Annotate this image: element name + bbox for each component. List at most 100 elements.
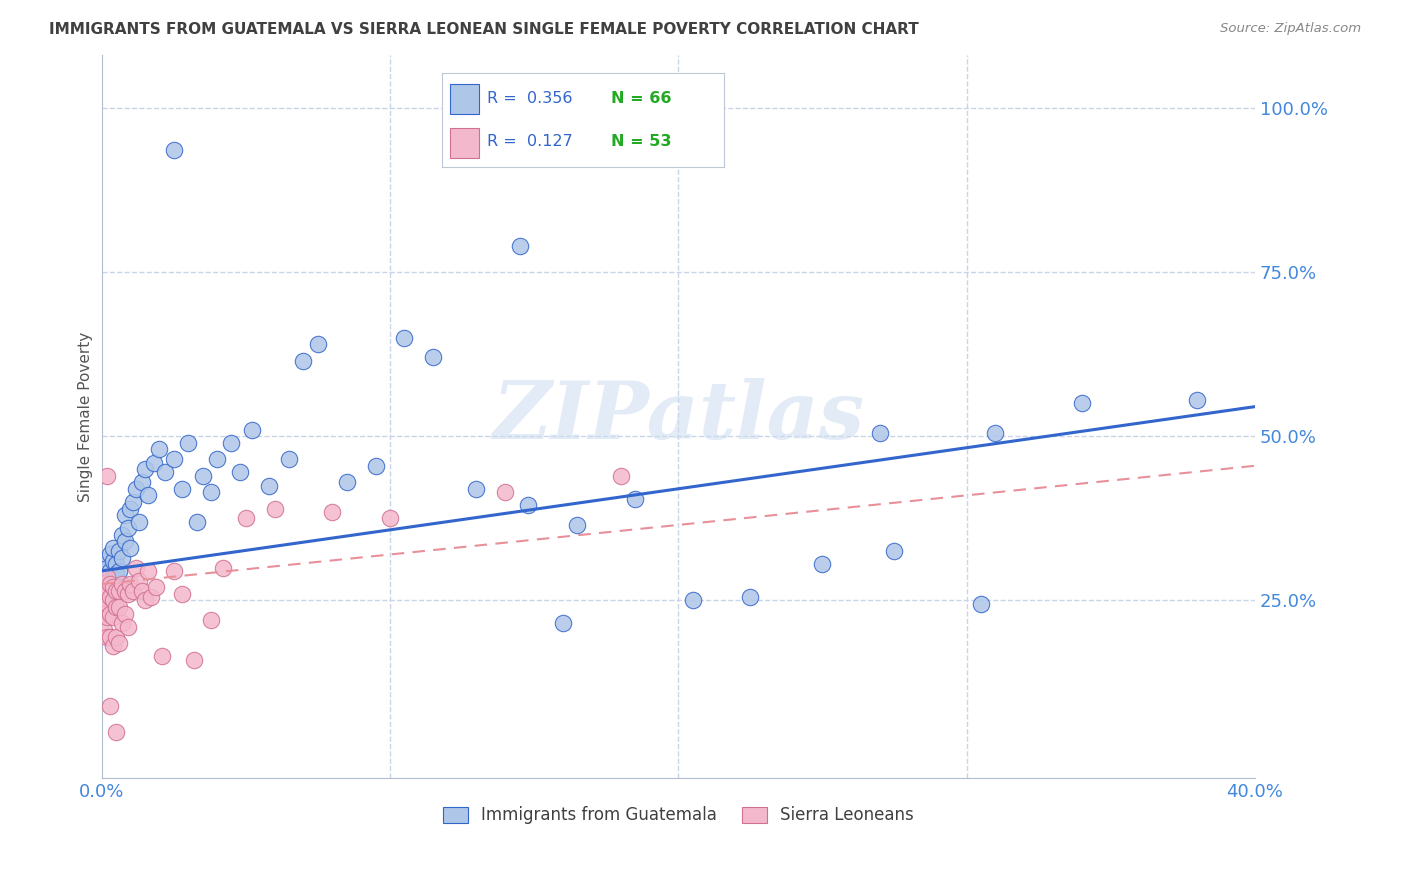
Point (131, 583, 153, 598)
Point (136, 564, 159, 578)
Point (111, 577, 134, 591)
Point (177, 435, 200, 450)
Point (98, 607, 121, 621)
Point (172, 482, 194, 496)
Point (98, 548, 121, 562)
Point (509, 238, 531, 252)
Point (105, 583, 128, 598)
Point (96, 570, 118, 584)
Point (105, 725, 128, 739)
Point (93, 591, 115, 605)
Point (96, 560, 118, 574)
Point (93, 607, 115, 621)
Point (205, 452, 228, 467)
Point (96, 610, 118, 624)
Point (98, 698, 121, 713)
Point (307, 337, 329, 351)
Point (120, 577, 142, 591)
Point (101, 610, 124, 624)
Legend: Immigrants from Guatemala, Sierra Leoneans: Immigrants from Guatemala, Sierra Leonea… (436, 799, 921, 831)
Point (101, 580, 124, 594)
Point (111, 528, 134, 542)
Point (869, 425, 891, 440)
Point (200, 613, 222, 627)
Point (128, 515, 150, 529)
Point (96, 583, 118, 598)
Point (148, 442, 170, 457)
Point (883, 544, 905, 558)
Point (240, 423, 263, 437)
Point (134, 462, 156, 476)
Point (108, 600, 131, 615)
Point (105, 600, 128, 615)
Point (117, 521, 139, 535)
Y-axis label: Single Female Poverty: Single Female Poverty (79, 332, 93, 501)
Text: ZIPatlas: ZIPatlas (492, 378, 865, 455)
Point (624, 491, 647, 506)
Point (609, 468, 631, 483)
Point (114, 534, 136, 549)
Point (101, 554, 124, 568)
Text: IMMIGRANTS FROM GUATEMALA VS SIERRA LEONEAN SINGLE FEMALE POVERTY CORRELATION CH: IMMIGRANTS FROM GUATEMALA VS SIERRA LEON… (49, 22, 920, 37)
Point (263, 501, 285, 516)
Point (191, 468, 214, 483)
Point (96, 630, 118, 644)
Point (163, 144, 186, 158)
Point (136, 488, 159, 502)
Point (108, 544, 131, 558)
Point (321, 505, 343, 519)
Point (567, 517, 589, 532)
Text: Source: ZipAtlas.com: Source: ZipAtlas.com (1220, 22, 1361, 36)
Point (93, 564, 115, 578)
Point (122, 495, 145, 509)
Point (740, 591, 762, 605)
Point (422, 351, 444, 365)
Point (139, 591, 162, 605)
Point (93, 554, 115, 568)
Point (98, 630, 121, 644)
Point (551, 616, 574, 631)
Point (186, 515, 208, 529)
Point (1070, 396, 1092, 410)
Point (120, 541, 142, 555)
Point (96, 577, 118, 591)
Point (96, 597, 118, 611)
Point (108, 636, 131, 650)
Point (292, 353, 315, 368)
Point (101, 640, 124, 654)
Point (93, 623, 115, 637)
Point (101, 541, 124, 555)
Point (142, 456, 165, 470)
Point (970, 597, 993, 611)
Point (96, 468, 118, 483)
Point (336, 475, 359, 490)
Point (120, 501, 142, 516)
Point (98, 591, 121, 605)
Point (1185, 393, 1208, 408)
Point (122, 583, 145, 598)
Point (517, 498, 540, 512)
Point (111, 550, 134, 565)
Point (117, 587, 139, 601)
Point (114, 607, 136, 621)
Point (98, 564, 121, 578)
Point (278, 452, 301, 467)
Point (105, 630, 128, 644)
Point (96, 570, 118, 584)
Point (221, 435, 243, 450)
Point (211, 560, 233, 574)
Point (114, 583, 136, 598)
Point (125, 560, 148, 574)
Point (378, 511, 401, 525)
Point (125, 482, 148, 496)
Point (101, 570, 124, 584)
Point (200, 485, 222, 500)
Point (108, 564, 131, 578)
Point (811, 558, 834, 572)
Point (128, 574, 150, 588)
Point (98, 577, 121, 591)
Point (229, 466, 252, 480)
Point (183, 652, 205, 666)
Point (984, 425, 1007, 440)
Point (105, 567, 128, 582)
